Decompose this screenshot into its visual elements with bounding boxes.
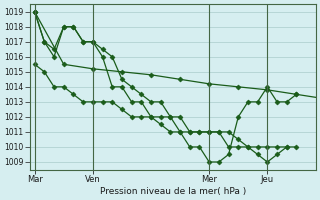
X-axis label: Pression niveau de la mer( hPa ): Pression niveau de la mer( hPa ) [100,187,246,196]
